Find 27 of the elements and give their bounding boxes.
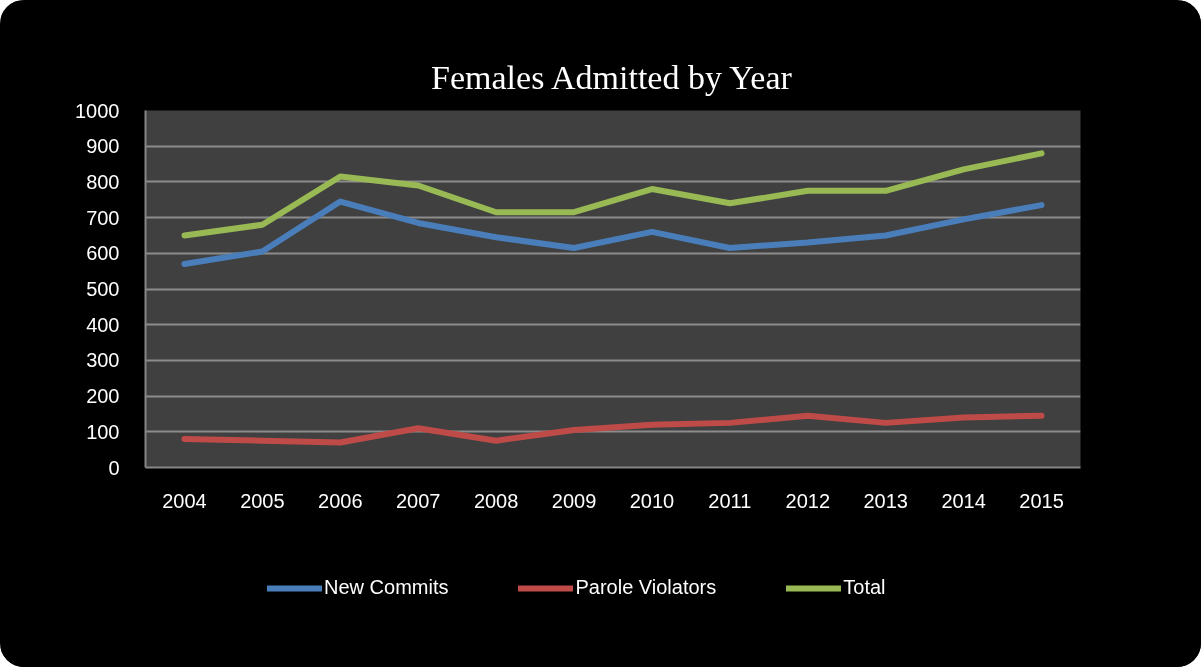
legend-label: New Commits <box>324 576 449 599</box>
x-tick-label: 2009 <box>551 489 597 512</box>
y-tick-label: 800 <box>86 170 120 193</box>
y-tick-label: 300 <box>86 349 120 372</box>
y-tick-label: 200 <box>86 385 120 408</box>
y-tick-label: 700 <box>86 206 120 229</box>
chart-title: Females Admitted by Year <box>431 58 793 96</box>
y-tick-label: 500 <box>86 278 120 300</box>
x-tick-label: 2004 <box>162 489 207 512</box>
x-tick-label: 2006 <box>318 489 363 512</box>
y-tick-label: 0 <box>108 456 120 479</box>
x-tick-label: 2013 <box>863 489 908 512</box>
legend-label: Total <box>843 576 886 599</box>
y-tick-label: 100 <box>86 420 120 443</box>
y-tick-label: 400 <box>86 313 120 336</box>
x-tick-label: 2007 <box>395 489 441 512</box>
x-tick-label: 2011 <box>708 489 752 512</box>
x-tick-label: 2005 <box>240 489 285 512</box>
x-tick-label: 2010 <box>629 489 675 512</box>
x-tick-label: 2015 <box>1019 489 1064 512</box>
x-tick-label: 2014 <box>941 489 986 512</box>
y-tick-label: 1000 <box>75 99 120 122</box>
legend-label: Parole Violators <box>575 576 717 599</box>
y-tick-label: 600 <box>86 242 120 265</box>
x-tick-label: 2008 <box>473 489 519 512</box>
x-tick-label: 2012 <box>785 489 831 512</box>
y-tick-label: 900 <box>86 135 120 158</box>
